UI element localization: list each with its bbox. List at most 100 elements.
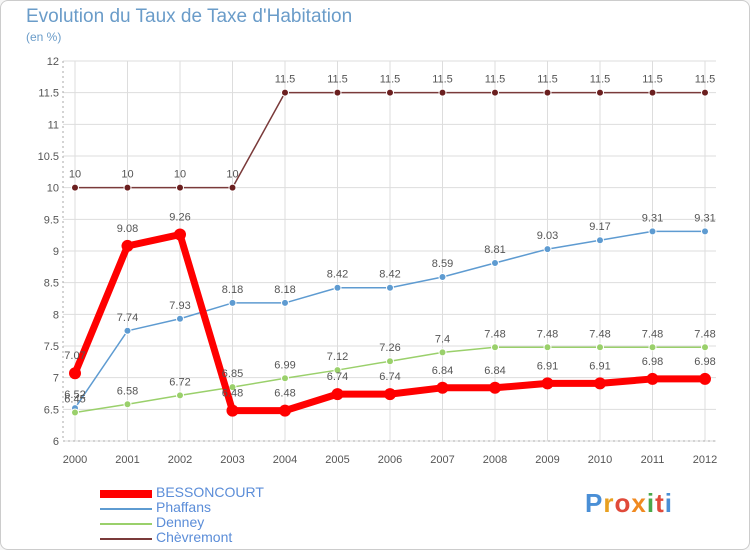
data-point	[596, 88, 604, 97]
x-tick-label: 2005	[325, 454, 349, 466]
data-point	[438, 88, 447, 97]
data-point	[543, 88, 552, 97]
data-label: 10	[69, 169, 81, 181]
data-label: 9.17	[589, 221, 610, 233]
data-point	[646, 372, 659, 385]
data-label: 11.5	[275, 74, 296, 86]
data-point	[228, 298, 237, 307]
data-label: 10	[174, 169, 186, 181]
legend-swatch	[100, 523, 152, 525]
data-point	[228, 183, 237, 192]
x-tick-label: 2011	[641, 454, 665, 466]
data-point	[491, 88, 499, 97]
data-label: 9.31	[642, 212, 663, 224]
data-label: 6.74	[379, 371, 400, 383]
legend-label: Denney	[156, 514, 205, 530]
data-point	[491, 259, 499, 268]
data-label: 9.26	[169, 212, 190, 224]
data-point	[386, 283, 394, 292]
y-tick-label: 11	[48, 119, 59, 131]
data-label: 6.48	[222, 388, 243, 400]
data-point	[281, 88, 289, 97]
logo-letter: P	[585, 488, 604, 518]
data-label: 11.5	[485, 74, 506, 86]
logo-letter: o	[614, 488, 632, 518]
y-tick-label: 7.5	[44, 341, 59, 353]
data-label: 6.52	[64, 389, 85, 401]
data-point	[123, 326, 132, 335]
data-point	[121, 239, 134, 252]
data-point	[71, 183, 79, 192]
data-label: 10	[226, 169, 238, 181]
data-point	[648, 227, 657, 236]
data-label: 11.5	[537, 74, 558, 86]
data-label: 11.5	[590, 74, 611, 86]
legend-swatch	[100, 538, 152, 540]
data-label: 7.48	[589, 328, 610, 340]
data-point	[648, 343, 657, 352]
data-label: 6.45	[64, 394, 85, 406]
y-tick-label: 9	[53, 246, 59, 258]
y-tick-label: 8	[53, 309, 59, 321]
x-tick-label: 2001	[115, 454, 139, 466]
logo-letter: r	[603, 488, 615, 518]
y-tick-label: 6.5	[44, 404, 59, 416]
x-tick-label: 2010	[588, 454, 612, 466]
data-point	[386, 357, 394, 366]
data-label: 7.26	[379, 342, 400, 354]
data-label: 8.81	[484, 244, 505, 256]
x-tick-label: 2006	[378, 454, 402, 466]
data-label: 8.42	[379, 269, 400, 281]
data-label: 9.31	[694, 212, 715, 224]
x-tick-label: 2000	[63, 454, 87, 466]
x-tick-label: 2012	[693, 454, 717, 466]
x-tick-label: 2007	[430, 454, 454, 466]
y-tick-label: 10.5	[38, 151, 59, 163]
legend-swatch	[100, 508, 152, 510]
data-point	[123, 183, 132, 192]
legend-label: Chèvremont	[156, 529, 233, 545]
data-label: 7.74	[117, 312, 138, 324]
legend-label: BESSONCOURT	[156, 484, 264, 500]
data-point	[281, 374, 289, 383]
data-point	[176, 391, 184, 400]
data-label: 6.84	[484, 365, 505, 377]
logo-letter: i	[646, 488, 656, 518]
data-point	[386, 88, 394, 97]
data-point	[594, 377, 606, 390]
data-label: 9.08	[117, 223, 138, 235]
data-point	[541, 377, 554, 390]
data-label: 6.98	[694, 356, 715, 368]
logo-letter: x	[631, 488, 647, 518]
y-tick-label: 7	[53, 373, 59, 385]
data-label: 6.91	[589, 360, 610, 372]
data-point	[69, 367, 81, 380]
logo-letter: i	[664, 488, 673, 518]
data-point	[436, 381, 449, 394]
data-label: 11.5	[380, 74, 401, 86]
x-tick-label: 2003	[220, 454, 244, 466]
data-point	[333, 88, 342, 97]
data-label: 11.5	[695, 74, 716, 86]
data-label: 7.4	[435, 333, 450, 345]
data-point	[226, 404, 239, 417]
y-tick-label: 11.5	[38, 88, 59, 100]
data-point	[281, 298, 289, 307]
legend-label: Phaffans	[156, 499, 212, 515]
data-label: 6.48	[274, 388, 295, 400]
data-label: 11.5	[642, 74, 663, 86]
data-label: 7.93	[169, 300, 190, 312]
data-label: 7.48	[537, 328, 558, 340]
data-point	[331, 388, 344, 401]
data-point	[438, 348, 447, 357]
y-tick-label: 9.5	[44, 214, 59, 226]
data-point	[176, 314, 184, 323]
legend-swatch	[100, 490, 152, 498]
data-point	[543, 245, 552, 254]
data-point	[701, 88, 709, 97]
data-point	[701, 227, 709, 236]
data-point	[699, 372, 711, 385]
x-tick-label: 2002	[168, 454, 192, 466]
